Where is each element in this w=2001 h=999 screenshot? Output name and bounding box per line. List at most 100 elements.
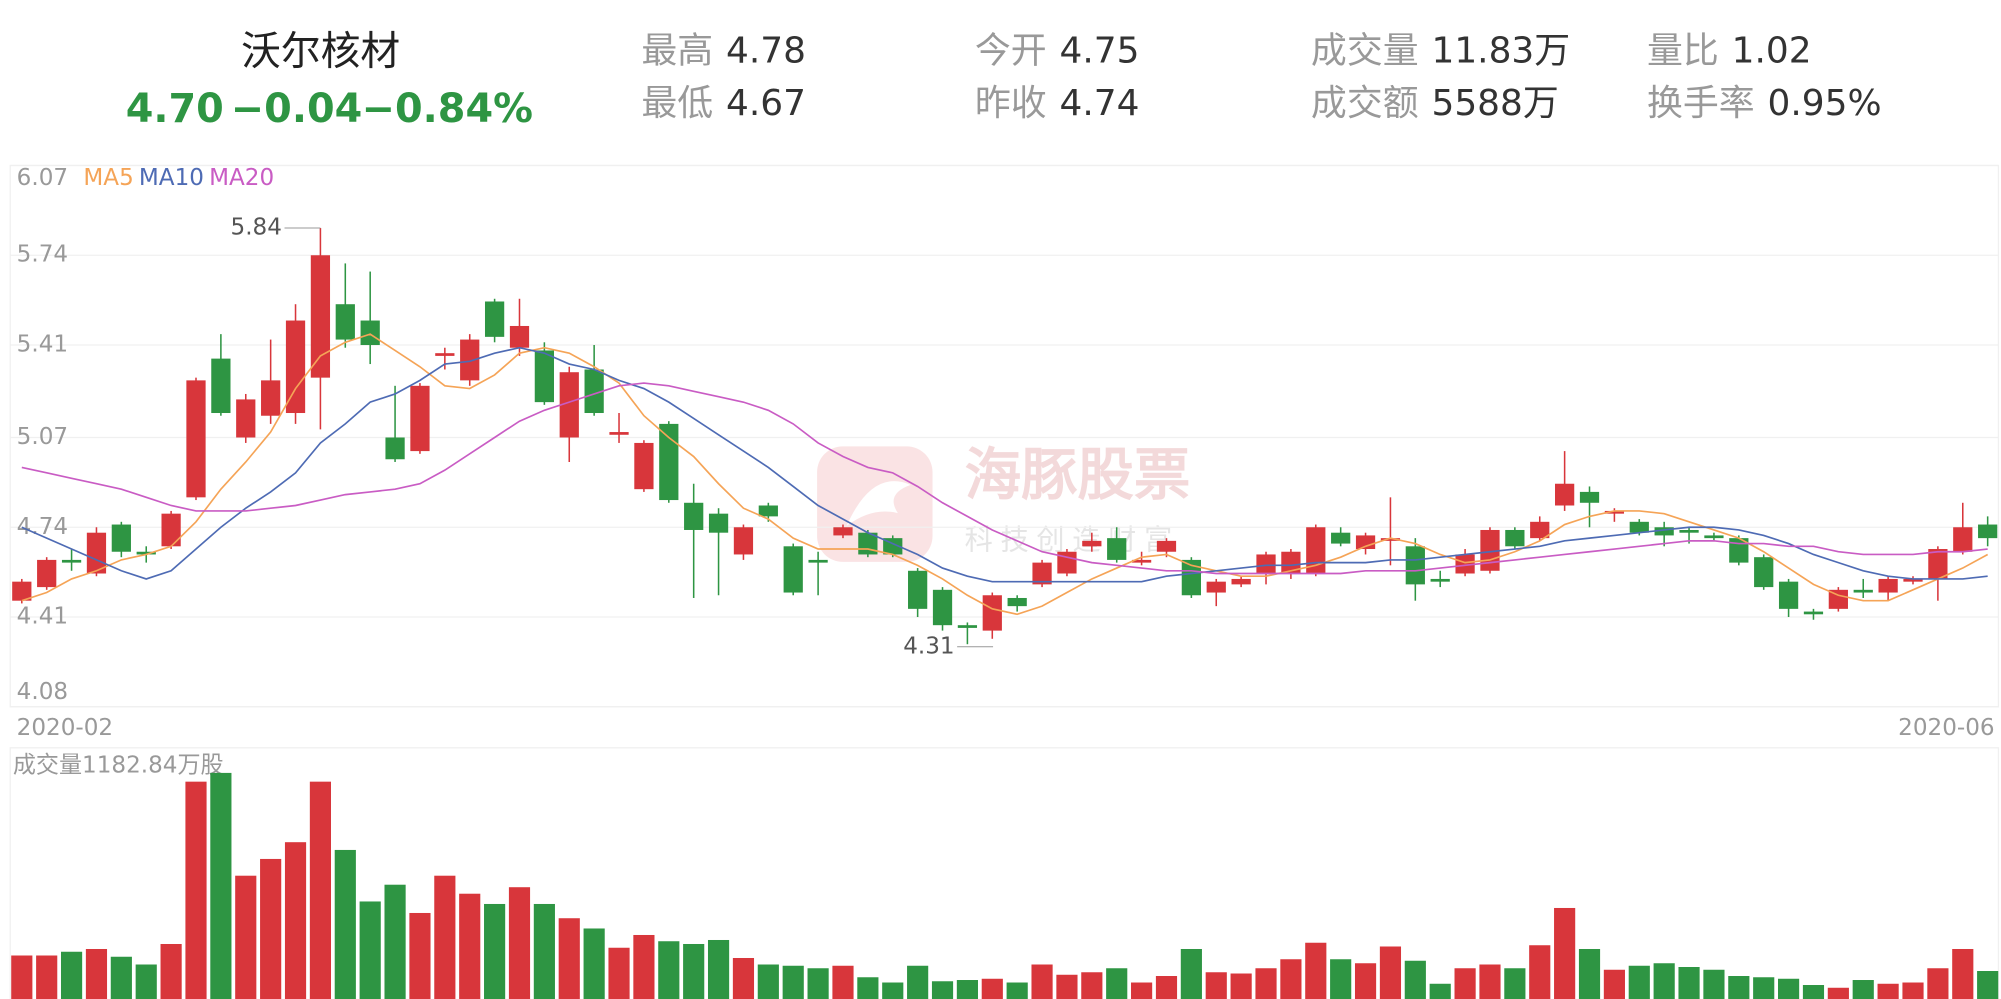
stat-label: 量比 [1647, 31, 1719, 72]
min-label: 4.31 [903, 633, 954, 659]
candle-body [1430, 578, 1450, 582]
volume-bar [1255, 968, 1277, 999]
x-tick-label: 2020-06 [1898, 715, 1994, 741]
volume-bar [807, 968, 829, 999]
volume-bar [1877, 983, 1899, 999]
candle-body [808, 559, 828, 563]
volume-bar [882, 982, 904, 999]
candle-body [584, 369, 604, 414]
volume-bar [732, 957, 755, 999]
volume-bar [931, 981, 954, 999]
price: 4.70 [126, 86, 224, 132]
candle-body [211, 358, 231, 414]
candle-body [460, 339, 480, 381]
candle-body [1878, 578, 1898, 593]
candle-body [111, 524, 131, 552]
volume-bar [309, 781, 331, 999]
stat-label: 成交额 [1311, 83, 1419, 124]
volume-bar [1952, 948, 1974, 999]
candle-body [236, 399, 256, 438]
stat-value: 4.74 [1060, 83, 1140, 124]
candle-body [659, 423, 679, 501]
volume-bar [1703, 969, 1725, 999]
candle-body [1256, 554, 1276, 574]
candle-body [1803, 611, 1824, 615]
candle-body [1057, 551, 1077, 574]
volume-bar [210, 772, 232, 999]
candle-body [1007, 597, 1027, 607]
watermark-subtitle: 科技创造财富 [965, 523, 1180, 556]
volume-bar [1628, 965, 1650, 999]
candle-body [335, 304, 355, 340]
candle-body [733, 527, 754, 555]
stat-value: 5588万 [1431, 83, 1558, 124]
volume-bar [1230, 973, 1252, 999]
y-tick-label: 5.41 [17, 332, 68, 358]
candle-body [1604, 510, 1625, 514]
legend-label: MA5 [83, 165, 133, 191]
candle-body [1355, 535, 1376, 550]
volume-bar [782, 965, 804, 999]
candle-body [385, 437, 405, 460]
candle-body [1903, 578, 1923, 582]
candle-body [1828, 589, 1848, 609]
candle-body [1206, 581, 1226, 593]
stat-label: 最低 [641, 83, 713, 124]
candle-body [1380, 538, 1401, 541]
volume-bar [508, 887, 531, 999]
ma-line [21, 382, 1988, 575]
volume-bar [260, 858, 282, 999]
stat-value: 1.02 [1732, 31, 1812, 72]
candle-body [37, 559, 57, 588]
stat-label: 换手率 [1647, 83, 1755, 124]
candle-body [410, 385, 430, 452]
volume-bar [1205, 972, 1227, 999]
volume-bar [284, 842, 307, 999]
candle-body [1555, 483, 1575, 506]
candle-body [1281, 551, 1301, 574]
x-tick-label: 2020-02 [17, 715, 113, 741]
volume-bar [1056, 974, 1078, 999]
candle-body [1754, 557, 1774, 588]
candle-body [1978, 524, 1998, 539]
watermark-title: 海豚股票 [965, 443, 1191, 508]
y-tick-label: 4.41 [17, 604, 68, 630]
stock-name: 沃尔核材 [241, 28, 400, 74]
volume-bar [633, 934, 655, 999]
volume-bar [110, 956, 132, 999]
volume-bar [160, 943, 182, 999]
candle-body [609, 432, 629, 435]
candle-body [86, 532, 107, 574]
volume-bar [981, 978, 1003, 999]
stat-value: 11.83万 [1431, 31, 1570, 72]
candle-body [1629, 521, 1649, 533]
volume-bar [1653, 963, 1675, 999]
ma-line [21, 346, 1988, 583]
candle-body [1679, 529, 1699, 533]
volume-bar [11, 955, 33, 999]
candle-body [783, 546, 803, 593]
candle-body [161, 513, 181, 547]
candle-body [758, 505, 778, 517]
volume-bar [1155, 976, 1178, 999]
volume-bar [1927, 968, 1949, 999]
stat-value: 4.78 [726, 31, 806, 72]
candle-body [186, 380, 206, 498]
volume-bar [956, 980, 978, 999]
candle-body [957, 625, 978, 628]
candle-body [1032, 562, 1052, 585]
volume-bar [907, 965, 929, 999]
volume-title: 成交量1182.84万股 [13, 752, 224, 778]
volume-bar [235, 875, 257, 999]
candle-body [1853, 589, 1873, 593]
candle-body [435, 353, 455, 356]
volume-bar [533, 903, 555, 999]
candle-body [1131, 559, 1152, 563]
volume-bar [334, 849, 356, 999]
volume-bar [1529, 945, 1551, 999]
volume-bar [1330, 959, 1352, 999]
volume-bar [359, 901, 381, 999]
candle-body [509, 325, 530, 348]
volume-bar [1802, 985, 1825, 999]
volume-bar [1006, 982, 1028, 999]
